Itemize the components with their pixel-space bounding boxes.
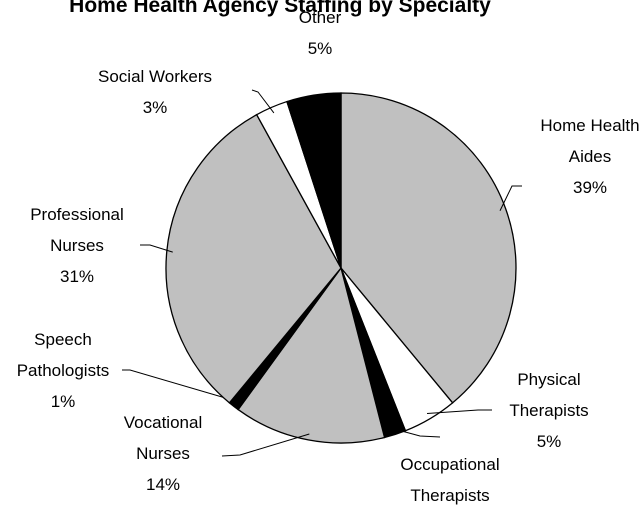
slice-category: Home Health Aides bbox=[533, 110, 644, 172]
slice-value: 5% bbox=[499, 426, 599, 457]
slice-category: Professional Nurses bbox=[17, 199, 137, 261]
slice-value: 3% bbox=[90, 92, 220, 123]
slice-category: Vocational Nurses bbox=[113, 407, 213, 469]
slice-value: 31% bbox=[17, 261, 137, 292]
slice-value: 39% bbox=[533, 172, 644, 203]
slice-category: Speech Pathologists bbox=[8, 324, 118, 386]
slice-value: 1% bbox=[8, 386, 118, 417]
slice-category: Social Workers bbox=[90, 61, 220, 92]
slice-category: Physical Therapists bbox=[499, 364, 599, 426]
slice-category: Other bbox=[290, 2, 350, 33]
slice-value: 5% bbox=[290, 33, 350, 64]
slice-value: 14% bbox=[113, 469, 213, 500]
